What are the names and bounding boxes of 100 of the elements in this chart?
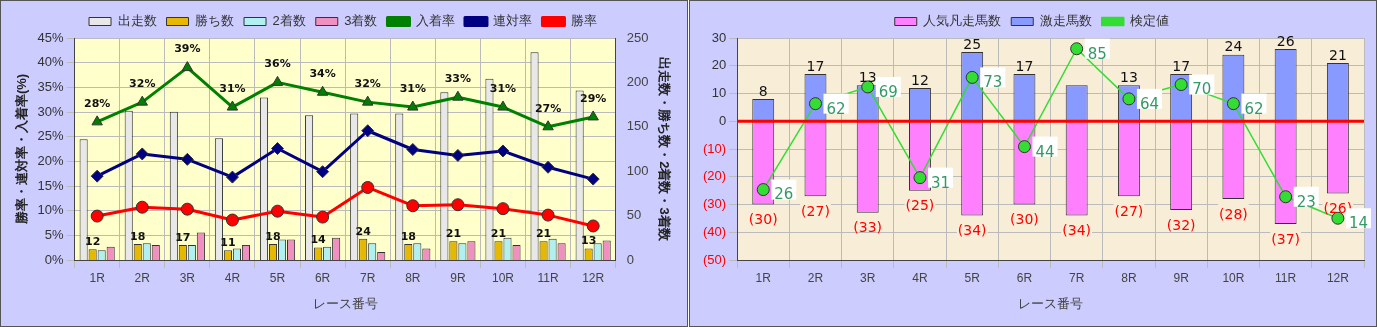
point bbox=[90, 169, 104, 183]
x-tick-label: 9R bbox=[1173, 270, 1190, 285]
y-tick-label: 35% bbox=[37, 78, 65, 94]
legend-label: 2着数 bbox=[272, 13, 306, 29]
x-tick-label: 9R bbox=[450, 270, 466, 285]
point bbox=[541, 160, 555, 174]
y-tick-label: 0% bbox=[44, 251, 65, 267]
point bbox=[756, 183, 770, 197]
x-tick-label: 2R bbox=[807, 270, 824, 285]
point bbox=[965, 70, 979, 84]
data-label: (28) bbox=[1219, 205, 1248, 222]
y-tick-label: 20% bbox=[37, 152, 65, 168]
x-tick-label: 1R bbox=[755, 270, 772, 285]
legend-label: 勝ち数 bbox=[195, 13, 235, 29]
y-tick-label: (20) bbox=[702, 168, 727, 184]
data-label: (32) bbox=[1166, 216, 1196, 233]
y2-tick-label: 0 bbox=[626, 251, 634, 267]
point bbox=[586, 219, 600, 233]
data-label: 39% bbox=[174, 42, 201, 56]
y2-tick-label: 150 bbox=[626, 118, 649, 134]
point bbox=[496, 202, 510, 216]
x-tick-label: 11R bbox=[537, 270, 559, 285]
x-tick-label: 8R bbox=[405, 270, 421, 285]
data-label: 62 bbox=[826, 99, 846, 118]
data-label: 33% bbox=[444, 72, 472, 86]
point bbox=[316, 165, 330, 179]
data-label: 34% bbox=[309, 67, 336, 81]
x-tick-label: 4R bbox=[224, 270, 241, 285]
data-label: 36% bbox=[264, 57, 291, 71]
data-label: 13 bbox=[581, 234, 597, 248]
legend-label: 検定値 bbox=[1130, 13, 1170, 29]
point bbox=[1017, 140, 1031, 154]
y2-tick-label: 50 bbox=[626, 207, 642, 223]
data-label: 24 bbox=[1224, 38, 1243, 55]
point bbox=[496, 144, 510, 158]
x-tick-label: 6R bbox=[314, 270, 331, 285]
y2-tick-label: 250 bbox=[626, 29, 649, 45]
y-axis-title: 勝率・連対率・入着率(%) bbox=[14, 73, 30, 226]
y-tick-label: 0 bbox=[718, 112, 727, 128]
x-tick-label: 12R bbox=[582, 270, 605, 285]
data-label: 21 bbox=[490, 227, 507, 241]
y-tick-label: 30% bbox=[37, 103, 65, 119]
data-label: 17 bbox=[1172, 57, 1191, 74]
x-axis-title: レース番号 bbox=[1018, 295, 1084, 311]
point bbox=[1070, 42, 1084, 56]
data-label: 8 bbox=[758, 82, 768, 99]
data-label: 70 bbox=[1192, 80, 1212, 99]
data-label: 12 bbox=[85, 235, 101, 249]
y-tick-label: 10 bbox=[711, 85, 727, 101]
point bbox=[1174, 78, 1188, 92]
point bbox=[406, 199, 420, 213]
y-tick-label: 45% bbox=[37, 29, 65, 45]
data-label: 31% bbox=[219, 81, 246, 95]
data-label: 28% bbox=[83, 96, 111, 110]
x-tick-label: 10R bbox=[1222, 270, 1245, 285]
point bbox=[136, 95, 148, 106]
data-label: 62 bbox=[1244, 99, 1264, 118]
data-label: (25) bbox=[905, 197, 935, 214]
data-label: 26 bbox=[1276, 32, 1295, 49]
data-label: 31 bbox=[930, 173, 951, 192]
point bbox=[541, 208, 555, 222]
y-tick-label: 40% bbox=[37, 54, 65, 70]
x-axis-title: レース番号 bbox=[312, 295, 378, 311]
x-tick-label: 7R bbox=[360, 270, 376, 285]
x-tick-label: 11R bbox=[1275, 270, 1297, 285]
legend-label: 激走馬数 bbox=[1039, 13, 1092, 29]
point bbox=[451, 198, 465, 212]
point bbox=[406, 142, 420, 156]
point bbox=[225, 170, 239, 184]
data-label: 69 bbox=[878, 82, 898, 101]
data-label: (30) bbox=[748, 211, 778, 228]
data-label: 18 bbox=[130, 229, 146, 243]
point bbox=[271, 204, 285, 218]
data-label: (33) bbox=[853, 219, 883, 236]
legend-label: 勝率 bbox=[570, 13, 597, 29]
data-label: 24 bbox=[355, 224, 372, 238]
data-label: (34) bbox=[957, 222, 987, 239]
point bbox=[135, 200, 149, 214]
x-tick-label: 5R bbox=[269, 270, 286, 285]
point bbox=[180, 202, 194, 216]
point bbox=[225, 213, 239, 227]
data-label: 31% bbox=[489, 81, 517, 95]
data-label: (27) bbox=[1114, 202, 1144, 219]
data-label: 32% bbox=[129, 76, 156, 90]
point bbox=[226, 100, 239, 111]
x-tick-label: 10R bbox=[491, 270, 515, 285]
point bbox=[91, 115, 103, 126]
y2-axis-title: 出走数・勝ち数・2着数・3着数 bbox=[656, 57, 672, 242]
y-tick-label: 25% bbox=[37, 128, 65, 144]
data-label: 21 bbox=[445, 227, 462, 241]
y2-tick-label: 200 bbox=[626, 73, 649, 89]
legend-label: 連対率 bbox=[493, 13, 533, 29]
y2-tick-label: 100 bbox=[626, 162, 649, 178]
x-tick-label: 7R bbox=[1069, 270, 1085, 285]
y-tick-label: 15% bbox=[37, 177, 65, 193]
y-tick-label: (50) bbox=[702, 251, 727, 267]
point bbox=[361, 180, 375, 194]
y-tick-label: (10) bbox=[702, 140, 727, 156]
data-label: 31% bbox=[399, 81, 426, 95]
y-tick-label: (40) bbox=[702, 223, 727, 239]
